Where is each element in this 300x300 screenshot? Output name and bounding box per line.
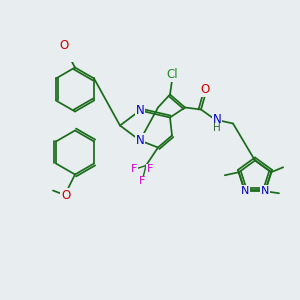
Text: N: N <box>136 104 144 117</box>
Text: F: F <box>131 164 137 175</box>
Text: N: N <box>213 113 221 126</box>
Text: O: O <box>59 39 69 52</box>
Text: N: N <box>136 134 144 147</box>
Text: F: F <box>147 164 153 175</box>
Text: Cl: Cl <box>166 68 178 81</box>
Text: H: H <box>213 124 221 134</box>
Text: N: N <box>241 186 249 196</box>
Text: O: O <box>200 83 210 96</box>
Text: F: F <box>139 176 145 187</box>
Text: O: O <box>61 189 70 202</box>
Text: N: N <box>261 186 269 196</box>
